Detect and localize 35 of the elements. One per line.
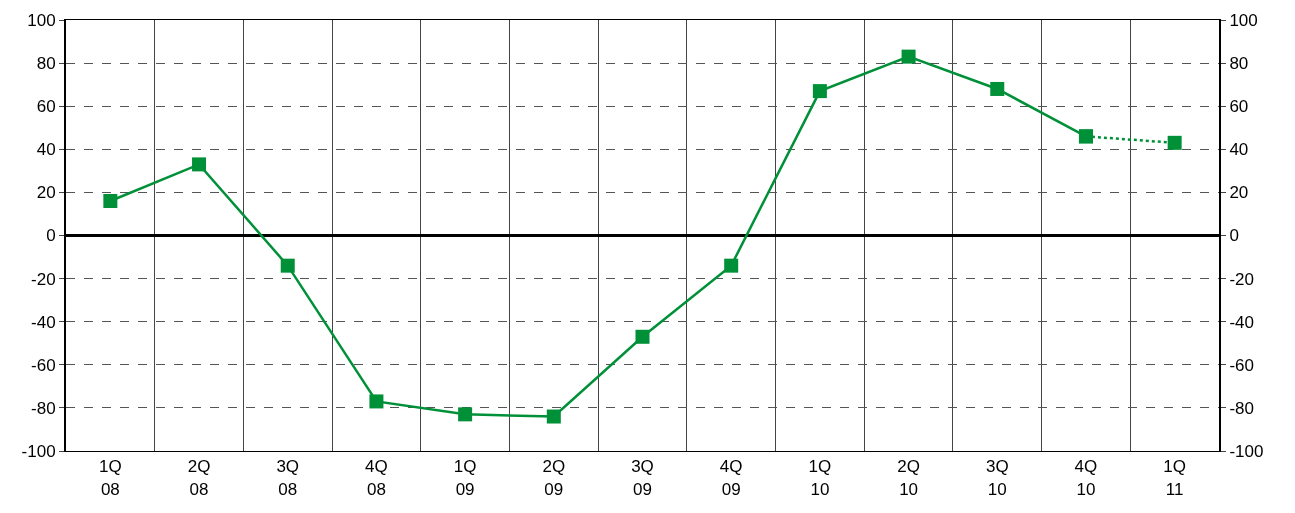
x-tick-label: 2Q 08 — [187, 457, 211, 499]
x-tick-label: 1Q 11 — [1163, 457, 1186, 499]
x-tick-label: 2Q 10 — [897, 457, 920, 499]
x-tick-label: 2Q 09 — [542, 457, 566, 499]
y2-tick-label: 0 — [1229, 226, 1239, 246]
y2-tick-label: -40 — [1229, 312, 1254, 332]
y2-tick-label: 40 — [1229, 140, 1249, 160]
y2-tick-label: -100 — [1229, 441, 1264, 461]
x-tick-label: 4Q 10 — [1074, 457, 1098, 499]
x-tick-label: 1Q 08 — [99, 457, 122, 499]
y-tick-label: -20 — [31, 269, 56, 289]
x-tick-label: 3Q 08 — [276, 457, 300, 499]
y-tick-label: -60 — [31, 355, 56, 375]
y2-tick-label: -80 — [1229, 398, 1254, 418]
y-tick-label: -40 — [31, 312, 56, 332]
y2-tick-label: 20 — [1229, 183, 1249, 203]
x-tick-label: 1Q 09 — [453, 457, 477, 499]
x-tick-label: 1Q 10 — [808, 457, 832, 499]
y-tick-label: 100 — [27, 10, 56, 30]
y-tick-label: 40 — [36, 140, 56, 160]
y2-tick-label: 100 — [1229, 10, 1258, 30]
y2-tick-label: -60 — [1229, 355, 1254, 375]
x-tick-label: 4Q 08 — [365, 457, 388, 499]
y-tick-label: 80 — [36, 54, 56, 74]
y-tick-label: 20 — [36, 183, 56, 203]
y-tick-label: -80 — [31, 398, 56, 418]
x-tick-label: 4Q 09 — [719, 457, 743, 499]
x-tick-label: 3Q 10 — [985, 457, 1009, 499]
y2-tick-label: -20 — [1229, 269, 1254, 289]
y-tick-label: -100 — [21, 441, 56, 461]
x-tick-label: 3Q 09 — [631, 457, 654, 499]
y-tick-label: 0 — [46, 226, 56, 246]
y-tick-label: 60 — [36, 97, 56, 117]
y2-tick-label: 80 — [1229, 54, 1249, 74]
y2-tick-label: 60 — [1229, 97, 1249, 117]
